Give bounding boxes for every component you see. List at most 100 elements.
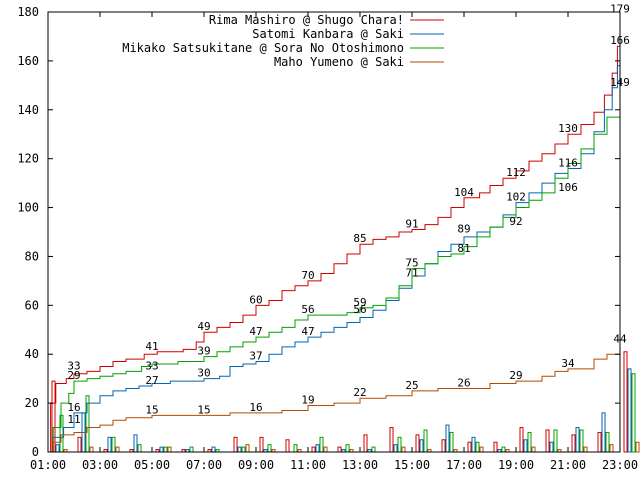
hourly-bar [605, 431, 610, 453]
hourly-bar [371, 446, 376, 453]
hourly-bar [471, 436, 476, 453]
data-label: 29 [509, 369, 522, 382]
hourly-bar [531, 446, 536, 453]
hourly-bar [137, 444, 142, 453]
hourly-bar [631, 373, 636, 453]
data-label: 116 [558, 156, 578, 169]
hourly-bar [389, 427, 394, 453]
hourly-bar [523, 439, 528, 453]
data-label: 26 [457, 376, 470, 389]
hourly-bar [211, 446, 216, 453]
hourly-bar [319, 436, 324, 453]
data-label: 41 [145, 340, 158, 353]
hourly-bar [89, 446, 94, 453]
x-tick-label: 13:00 [342, 458, 378, 472]
y-tick-label: 40 [25, 347, 39, 361]
hourly-bar [609, 444, 614, 453]
data-label: 27 [145, 374, 158, 387]
series-line [48, 14, 621, 453]
legend-label: Mikako Satsukitane @ Sora No Otoshimono [122, 41, 404, 55]
hourly-bar [519, 427, 524, 453]
hourly-bar [601, 412, 606, 453]
hourly-bar [475, 441, 480, 453]
hourly-bar [467, 441, 472, 453]
hourly-bar [583, 446, 588, 453]
hourly-bar [419, 439, 424, 453]
axes: 0 20 40 60 80 100 120 140 160 180 01:00 03:00 05:00 0… [17, 5, 638, 472]
plot-frame [47, 11, 621, 453]
data-label: 15 [197, 403, 210, 416]
y-tick-label: 60 [25, 298, 39, 312]
hourly-bar [159, 446, 164, 453]
hourly-bar [77, 436, 82, 453]
data-label: 47 [249, 325, 262, 338]
hourly-bar [423, 429, 428, 453]
hourly-bar [623, 351, 628, 453]
y-tick-label: 100 [17, 201, 39, 215]
x-tick-label: 05:00 [134, 458, 170, 472]
hourly-bar [133, 434, 138, 453]
x-tick-label: 01:00 [30, 458, 66, 472]
hourly-bar [241, 446, 246, 453]
hourly-bar [553, 429, 558, 453]
y-tick-label: 20 [25, 396, 39, 410]
hourly-bar [597, 431, 602, 453]
hourly-bar [545, 429, 550, 453]
hourly-bar [441, 439, 446, 453]
data-label: 30 [197, 367, 210, 380]
data-label: 92 [509, 215, 522, 228]
hourly-bar [479, 446, 484, 453]
hourly-bar [401, 446, 406, 453]
hourly-bar [55, 444, 60, 453]
data-label: 33 [67, 359, 80, 372]
hourly-bar [337, 446, 342, 453]
hourly-bar [167, 446, 172, 453]
x-tick-label: 11:00 [290, 458, 326, 472]
data-label: 22 [353, 386, 366, 399]
hourly-bar [259, 436, 264, 453]
hourly-bar [267, 444, 272, 453]
hourly-bar [111, 436, 116, 453]
data-label: 39 [197, 345, 210, 358]
hourly-bar [635, 441, 640, 453]
legend-label: Satomi Kanbara @ Saki [252, 27, 404, 41]
hourly-bar [189, 446, 194, 453]
data-label: 85 [353, 232, 366, 245]
data-label: 16 [249, 401, 262, 414]
x-tick-label: 17:00 [446, 458, 482, 472]
data-label: 16 [67, 401, 80, 414]
hourly-bar [311, 446, 316, 453]
data-label: 75 [405, 257, 418, 270]
data-label: 37 [249, 350, 262, 363]
y-tick-label: 160 [17, 54, 39, 68]
y-tick-label: 120 [17, 152, 39, 166]
data-label: 60 [249, 293, 262, 306]
hourly-bar [449, 431, 454, 453]
data-label: 71 [405, 266, 418, 279]
hourly-bar [571, 434, 576, 453]
data-label: 89 [457, 222, 470, 235]
legend-label: Rima Mashiro @ Shugo Chara! [209, 13, 404, 27]
data-label: 47 [301, 325, 314, 338]
hourly-bar [393, 444, 398, 453]
data-label: 91 [405, 218, 418, 231]
data-label: 11 [67, 413, 80, 426]
hourly-bar [527, 431, 532, 453]
x-tick-label: 03:00 [82, 458, 118, 472]
hourly-bar [397, 436, 402, 453]
data-label: 25 [405, 379, 418, 392]
y-tick-label: 0 [32, 445, 39, 459]
hourly-bar [627, 368, 632, 453]
legend-label: Maho Yumeno @ Saki [274, 55, 404, 69]
y-tick-label: 140 [17, 103, 39, 117]
data-label: 56 [353, 303, 366, 316]
hourly-bar [107, 436, 112, 453]
x-tick-label: 09:00 [238, 458, 274, 472]
data-label: 104 [454, 186, 474, 199]
hourly-bar [245, 444, 250, 453]
data-label: 106 [558, 181, 578, 194]
hourly-bars [51, 351, 640, 453]
legend: Rima Mashiro @ Shugo Chara!Satomi Kanbar… [122, 13, 444, 69]
data-label: 56 [301, 303, 314, 316]
